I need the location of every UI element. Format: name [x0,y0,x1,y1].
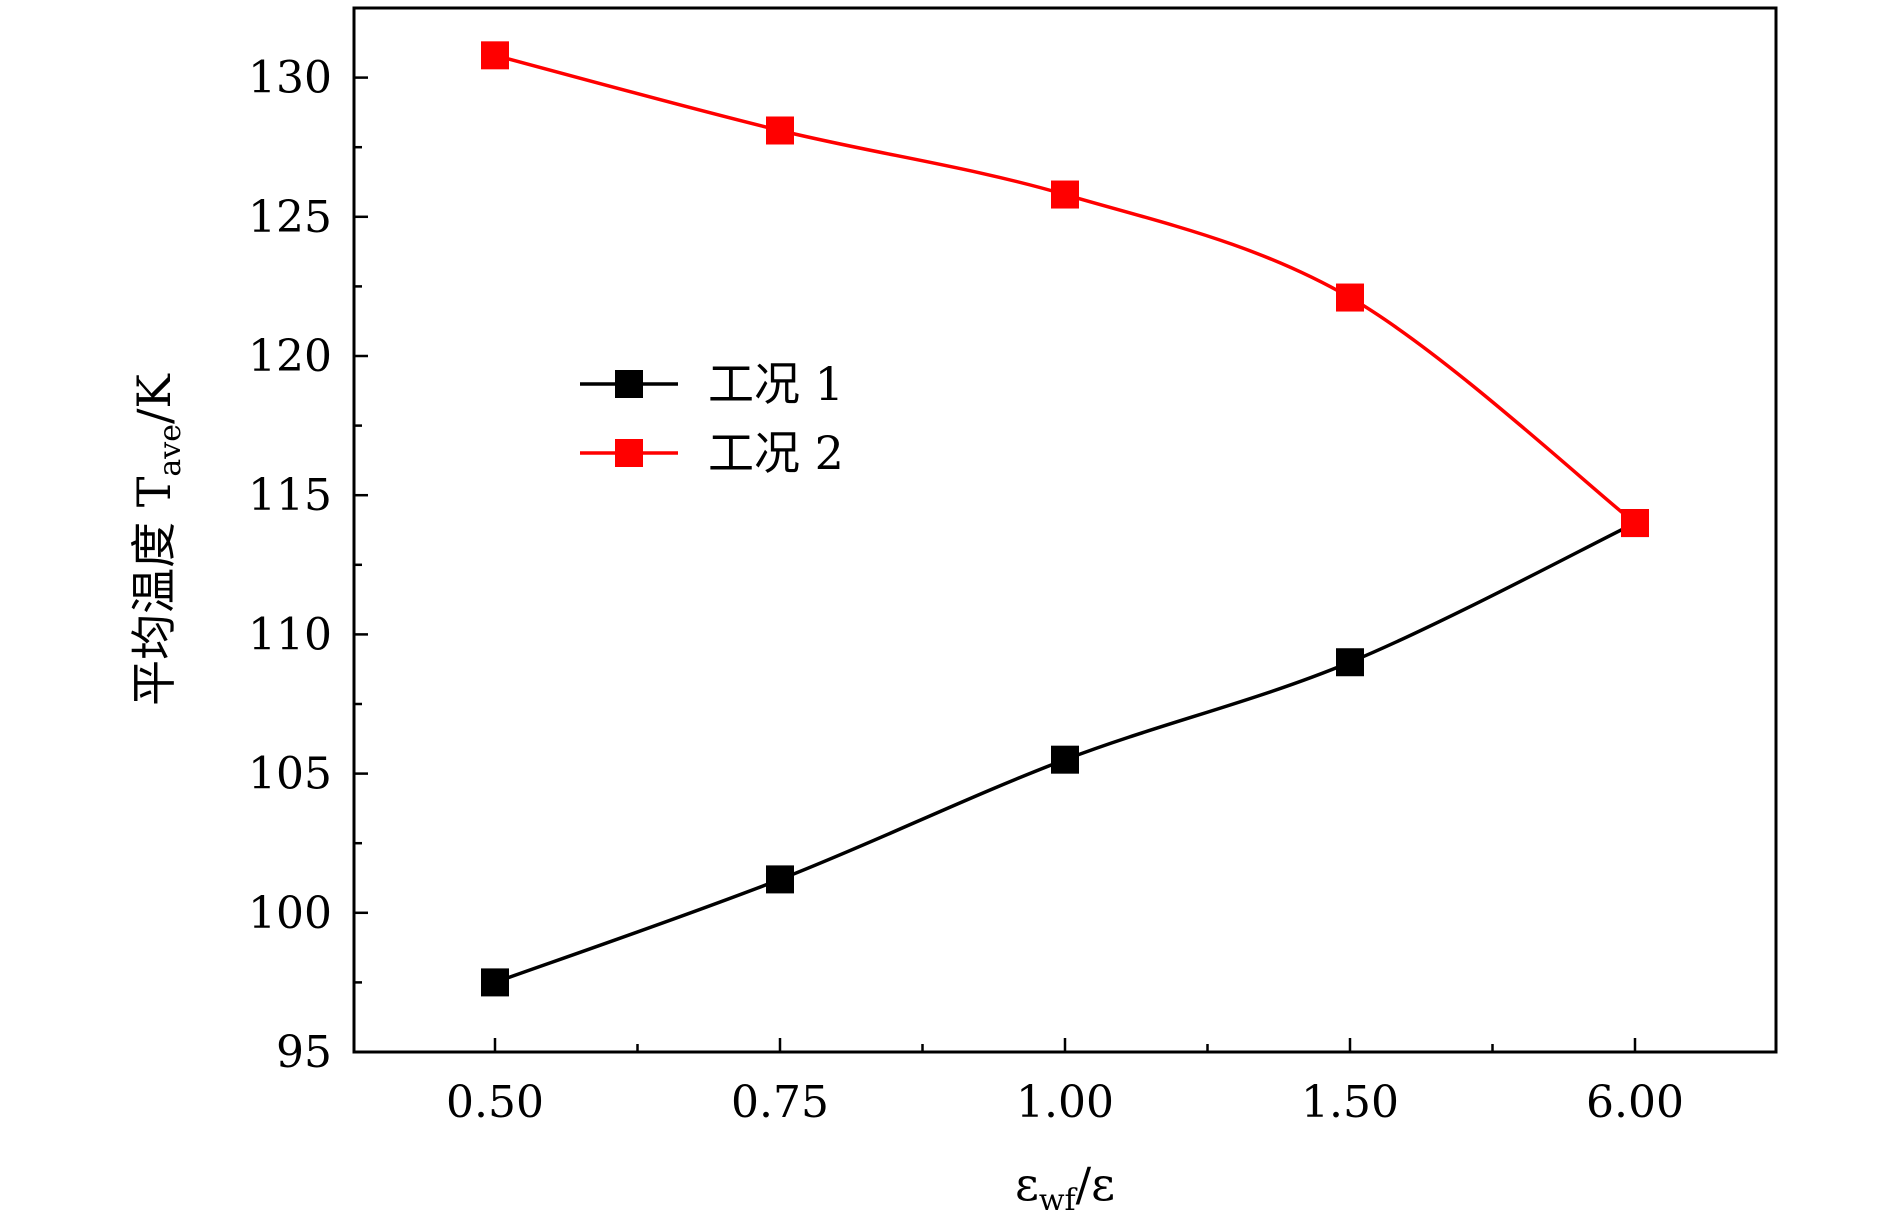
legend-label-series-1: 工况 1 [708,357,844,411]
data-point [766,865,794,894]
data-point [481,41,509,70]
data-point [1336,648,1364,677]
y-tick-label: 95 [276,1027,332,1078]
axes [352,6,1778,1054]
ticks: 0.50 0.75 1.00 1.50 6.00 95 100 105 110 115 120 125… [248,53,1684,1128]
y-tick-label: 115 [248,470,332,521]
data-point [481,968,509,997]
y-tick-label: 100 [248,888,332,939]
data-point [1051,180,1079,209]
x-axis-label-tail: /ε [1076,1157,1115,1211]
data-point [1336,283,1364,312]
data-point [1621,509,1649,538]
x-tick-label: 1.00 [1016,1077,1114,1128]
x-axis-label-sub: wf [1039,1183,1078,1218]
y-tick-label: 120 [248,331,332,382]
x-tick-label: 0.50 [446,1077,544,1128]
series-2 [481,41,1649,538]
y-axis-label-main: 平均温度 T [127,476,181,706]
x-tick-label: 1.50 [1301,1077,1399,1128]
y-axis-label: 平均温度 Tave/K [127,372,188,705]
data-point [766,116,794,145]
legend-label-series-2: 工况 2 [708,426,844,480]
y-tick-label: 110 [248,609,332,660]
y-axis-label-sub: ave [153,424,188,477]
x-tick-label: 0.75 [731,1077,829,1128]
y-tick-label: 130 [248,53,332,104]
y-axis-label-tail: /K [127,372,181,423]
series [481,41,1649,997]
y-tick-label: 125 [248,192,332,243]
x-axis-label: εwf/ε [1015,1157,1115,1218]
x-tick-label: 6.00 [1586,1077,1684,1128]
series-1 [481,509,1649,997]
x-axis-label-main: ε [1015,1157,1039,1211]
plot-frame [352,6,1778,1054]
legend-marker-series-1 [615,370,643,398]
legend: 工况 1 工况 2 [580,357,844,480]
data-point [1051,745,1079,774]
y-tick-label: 105 [248,749,332,800]
legend-marker-series-2 [615,439,643,467]
